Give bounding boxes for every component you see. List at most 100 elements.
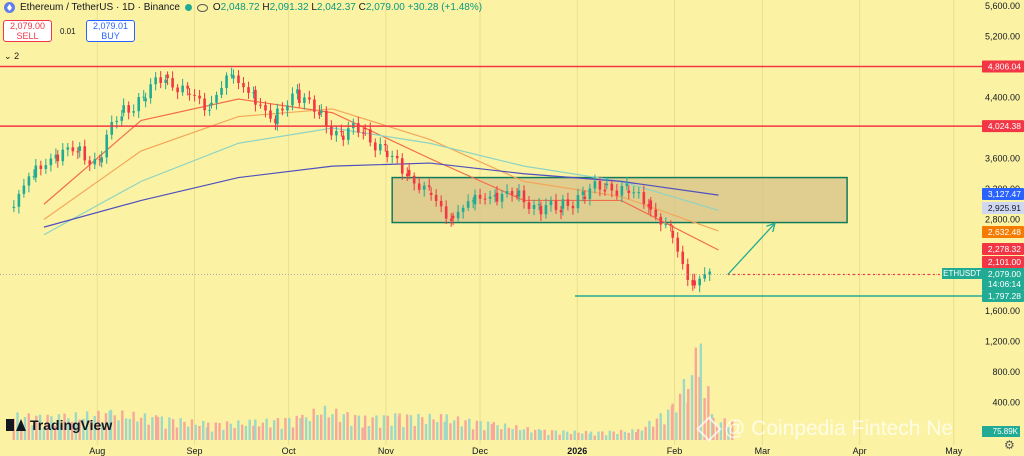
candle-body: [181, 85, 184, 93]
volume-bar: [464, 420, 467, 440]
candle-body: [400, 158, 404, 174]
symbol-title[interactable]: Ethereum / TetherUS · 1D · Binance: [20, 2, 180, 13]
current-price-tag: 2,079.00: [988, 269, 1021, 279]
volume-bar: [703, 398, 706, 440]
volume-bar: [710, 414, 714, 440]
candle-body: [642, 192, 646, 204]
volume-bar: [694, 347, 698, 440]
volume-bar: [577, 432, 580, 440]
candle-body: [466, 201, 470, 208]
candle-body: [669, 224, 673, 226]
volume-bar: [604, 435, 608, 440]
candle-body: [188, 93, 191, 95]
volume-bar: [533, 429, 537, 440]
volume-bar: [449, 423, 452, 440]
candle-body: [54, 154, 58, 159]
level-tag: 4,024.38: [988, 121, 1021, 131]
volume-bar: [323, 405, 327, 440]
buy-button[interactable]: 2,079.01 BUY: [86, 20, 135, 42]
volume-bar: [597, 431, 600, 440]
candle-body: [493, 194, 497, 197]
candle-body: [576, 195, 580, 209]
volume-bar: [361, 427, 364, 440]
volume-bar: [554, 430, 558, 440]
candle-body: [603, 189, 607, 192]
volume-bar: [471, 429, 475, 440]
volume-bar: [511, 429, 514, 440]
indicators-count: 2: [14, 51, 20, 61]
volume-bar: [156, 416, 160, 440]
volume-bar: [659, 413, 662, 440]
candle-body: [291, 93, 294, 106]
candle-body: [264, 104, 267, 111]
candle-body: [373, 142, 377, 151]
tradingview-logo[interactable]: TradingView: [6, 417, 112, 433]
volume-bar: [183, 421, 186, 440]
buy-price: 2,079.01: [92, 21, 129, 31]
volume-bar: [257, 426, 261, 440]
candle-body: [703, 274, 707, 279]
price-axis-label: 1,200.00: [985, 337, 1020, 347]
candle-body: [215, 94, 218, 103]
volume-bar: [699, 343, 703, 440]
volume-bar: [160, 416, 164, 440]
candle-body: [142, 96, 146, 98]
volume-bar: [436, 422, 439, 440]
projection-line: [727, 222, 776, 275]
candle-body: [549, 200, 553, 206]
candle-body: [100, 157, 103, 163]
candle-body: [434, 195, 438, 201]
tradingview-logo-icon: [6, 419, 26, 431]
volume-bar: [562, 430, 565, 440]
volume-bar: [616, 434, 619, 440]
volume-bar: [707, 386, 710, 440]
volume-bar: [350, 425, 353, 440]
volume-bar: [573, 430, 576, 440]
time-axis[interactable]: Aug Sep Oct Nov Dec 2026 Feb Mar Apr May: [89, 446, 963, 456]
volume-bar: [468, 418, 471, 440]
candlesticks: [12, 67, 712, 293]
price-tag-bg: [982, 243, 1024, 255]
volume-bar: [522, 429, 526, 440]
projection-arrow: [727, 222, 776, 275]
volume-bar: [405, 414, 409, 440]
candle-body: [335, 131, 338, 136]
volume-bar: [320, 414, 323, 440]
candle-body: [605, 183, 609, 186]
volume-bar: [460, 426, 463, 440]
candle-body: [384, 144, 387, 146]
candle-body: [303, 97, 306, 103]
volume-bar: [612, 431, 615, 440]
volume-bar: [299, 418, 302, 440]
candle-body: [649, 200, 653, 210]
eye-icon[interactable]: [196, 3, 208, 12]
sell-button[interactable]: 2,079.00 SELL: [3, 20, 52, 42]
volume-bar: [154, 415, 158, 440]
volume-bar: [357, 415, 361, 440]
volume-bar: [623, 431, 627, 440]
candle-body: [637, 192, 641, 194]
gear-icon[interactable]: ⚙: [1004, 438, 1015, 452]
candle-body: [659, 216, 663, 225]
volume-bar: [280, 428, 283, 440]
volume-bar: [417, 413, 420, 440]
volume-bar: [490, 423, 494, 440]
volume-bar: [550, 430, 554, 440]
time-axis-label: Apr: [853, 446, 867, 456]
current-price-tag-bg: [982, 268, 1024, 290]
volume-bar: [589, 431, 593, 440]
volume-bar: [640, 430, 644, 440]
volume-bar: [382, 415, 386, 440]
candle-body: [456, 211, 460, 219]
volume-bar: [295, 415, 298, 440]
price-axis-label: 800.00: [992, 367, 1020, 377]
ohlc-values: O2,048.72 H2,091.32 L2,042.37 C2,079.00 …: [213, 2, 482, 13]
volume-bar: [53, 425, 57, 440]
candle-body: [49, 158, 53, 166]
indicators-toggle[interactable]: ⌄ 2: [4, 51, 19, 62]
candle-body: [269, 110, 272, 119]
volume-bar: [27, 413, 31, 440]
candle-body: [517, 190, 521, 197]
volume-bar: [113, 415, 116, 440]
